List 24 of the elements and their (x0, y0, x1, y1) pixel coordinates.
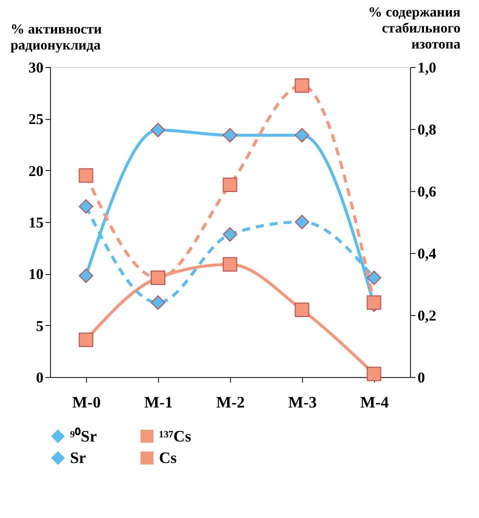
y2-tick-label: 0,8 (418, 122, 436, 138)
x-tick-label: M-2 (216, 394, 245, 412)
y2-tick-label: 1,0 (418, 60, 436, 76)
y2-tick-label: 0,2 (418, 308, 436, 324)
x-tick-label: M-1 (144, 394, 173, 412)
y-tick-label: 15 (28, 216, 44, 232)
y2-axis-title: % содержания стабильного изотопа (368, 6, 461, 52)
y2-tick-label: 0,4 (418, 246, 437, 262)
x-tick-label: M-4 (360, 394, 389, 412)
y2-tick-label: 0,6 (418, 184, 437, 200)
y-tick-label: 25 (28, 112, 44, 128)
legend-label: ¹³⁷Cs (159, 428, 192, 446)
legend-label: ⁹⁰Sr (70, 427, 97, 446)
legend-label: Cs (159, 450, 177, 467)
y-tick-label: 10 (28, 267, 44, 284)
y-tick-label: 20 (28, 164, 44, 180)
x-tick-label: M-3 (288, 394, 317, 412)
y-tick-label: 5 (36, 318, 44, 335)
y2-tick-label: 0 (418, 370, 425, 386)
y-tick-label: 0 (36, 370, 44, 386)
y-axis-title: % активности радионуклида (10, 22, 102, 54)
y-tick-label: 30 (28, 60, 44, 76)
legend-label: Sr (70, 450, 86, 467)
x-tick-label: M-0 (72, 394, 101, 412)
